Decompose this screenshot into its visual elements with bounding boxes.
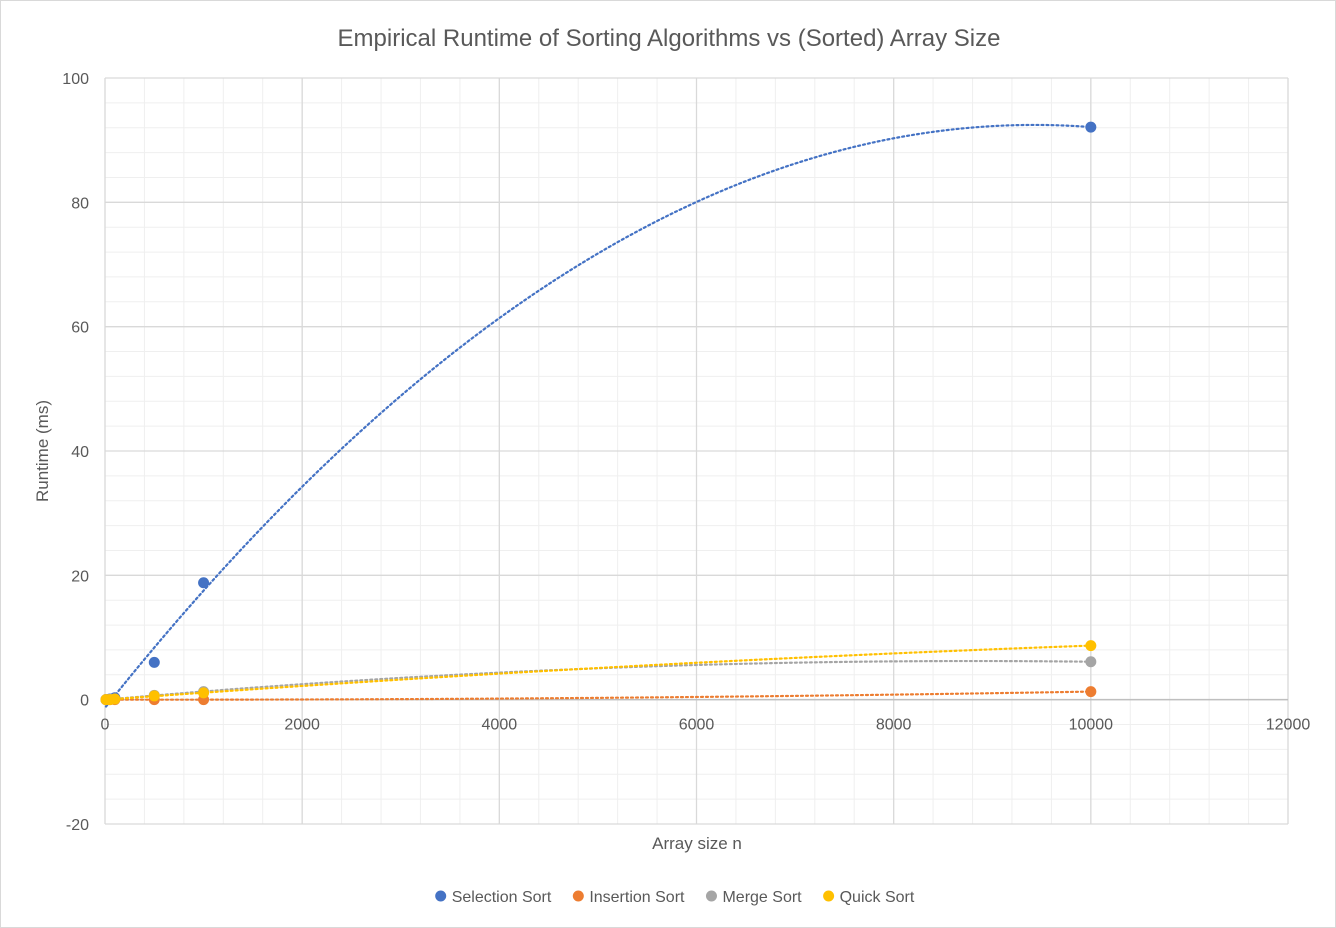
data-point-selection-sort: [198, 577, 210, 589]
data-point-quick-sort: [109, 693, 121, 705]
y-tick-label: 60: [71, 320, 89, 337]
tick-label-layer: 0 2000 4000 6000 8000 10000 12000 -20 0 20 40 60 80 1…: [62, 71, 1310, 834]
legend-marker: [705, 890, 717, 902]
y-tick-label: 100: [62, 71, 89, 88]
x-tick-label: 0: [101, 717, 110, 734]
data-point-quick-sort: [148, 690, 160, 702]
trendline-insertion-sort: [104, 690, 1092, 701]
y-tick-label: 0: [80, 693, 89, 710]
legend-marker: [823, 890, 835, 902]
legend-marker: [572, 890, 584, 902]
points-layer: [100, 121, 1097, 706]
trendline-selection-sort: [104, 123, 1092, 708]
y-tick-label: 80: [71, 195, 89, 212]
data-point-selection-sort: [148, 656, 160, 668]
x-tick-label: 10000: [1069, 717, 1114, 734]
data-point-selection-sort: [1085, 121, 1097, 133]
legend: Selection Sort Insertion Sort Merge Sort Qu…: [435, 889, 915, 906]
chart-title: Empirical Runtime of Sorting Algorithms …: [338, 25, 1001, 52]
trendline-quick-sort: [104, 644, 1092, 701]
legend-marker: [435, 890, 447, 902]
trendline-merge-sort: [104, 659, 1092, 701]
data-point-merge-sort: [1085, 656, 1097, 668]
data-point-quick-sort: [1085, 640, 1097, 652]
trendline-layer: [104, 123, 1092, 708]
y-tick-label: 20: [71, 568, 89, 585]
legend-item-merge-sort: Merge Sort: [705, 889, 802, 906]
grid-layer: [104, 77, 1289, 825]
legend-label: Quick Sort: [840, 889, 915, 906]
data-point-quick-sort: [198, 687, 210, 699]
legend-item-insertion-sort: Insertion Sort: [572, 889, 685, 906]
legend-label: Insertion Sort: [589, 889, 685, 906]
y-tick-label: -20: [66, 817, 89, 834]
y-tick-label: 40: [71, 444, 89, 461]
legend-item-selection-sort: Selection Sort: [435, 889, 552, 906]
x-tick-label: 4000: [482, 717, 518, 734]
legend-item-quick-sort: Quick Sort: [823, 889, 915, 906]
y-axis-title: Runtime (ms): [33, 400, 52, 502]
x-tick-label: 12000: [1266, 717, 1311, 734]
data-point-insertion-sort: [1085, 686, 1097, 698]
legend-label: Merge Sort: [722, 889, 802, 906]
x-tick-label: 2000: [284, 717, 320, 734]
x-tick-label: 8000: [876, 717, 912, 734]
x-axis-title: Array size n: [652, 834, 742, 853]
x-tick-label: 6000: [679, 717, 715, 734]
legend-label: Selection Sort: [452, 889, 552, 906]
